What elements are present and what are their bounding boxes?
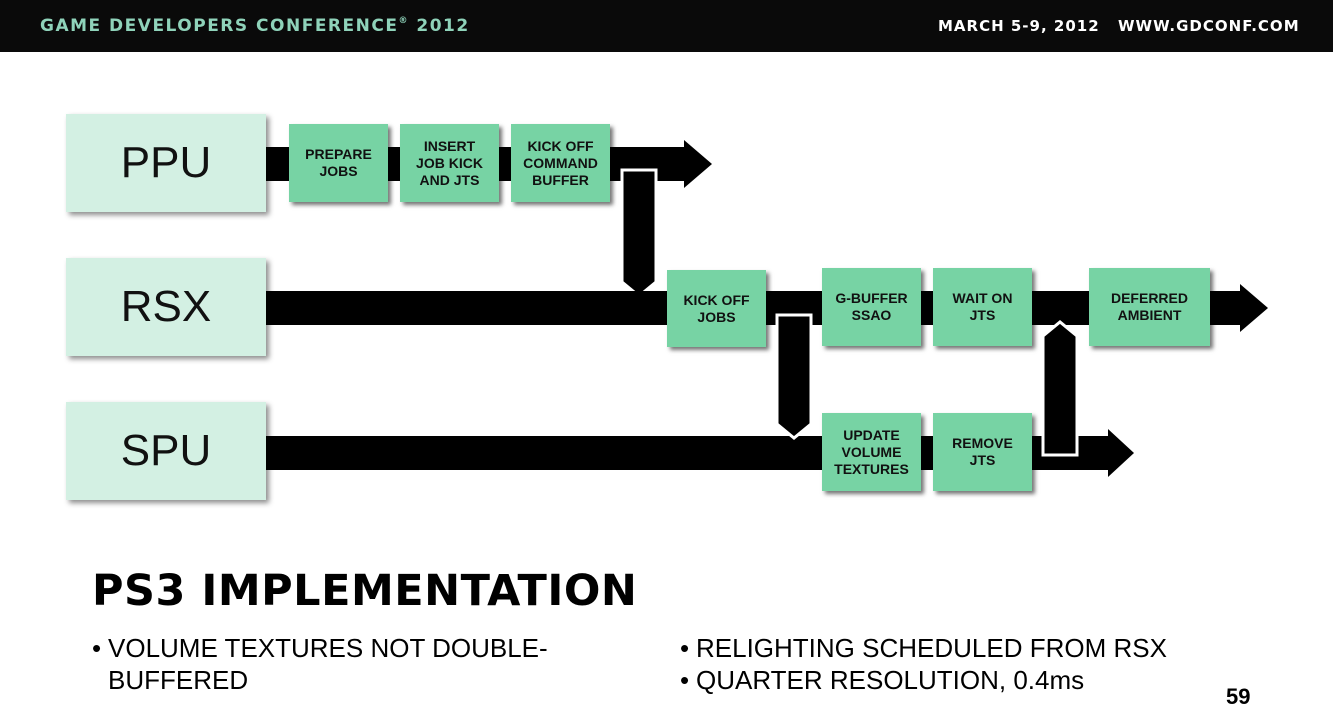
- lane-spu: SPU: [66, 402, 266, 500]
- conference-year: 2012: [416, 16, 470, 36]
- bullet-marker: •: [680, 633, 690, 663]
- page-number: 59: [1226, 684, 1251, 709]
- task-remove-jts: REMOVE JTS: [933, 413, 1032, 491]
- bullet-left: • VOLUME TEXTURES NOT DOUBLE- BUFFERED: [92, 632, 548, 696]
- conference-header-bar: GAME DEVELOPERS CONFERENCE® 2012 MARCH 5…: [0, 0, 1333, 52]
- lane-rsx: RSX: [66, 258, 266, 356]
- bullet-left-line-2: BUFFERED: [108, 665, 249, 695]
- ppu-to-rsx-connector: [620, 168, 658, 298]
- task-kick-off-command-buffer: KICK OFF COMMAND BUFFER: [511, 124, 610, 202]
- conference-dates: MARCH 5-9, 2012: [938, 17, 1100, 35]
- task-prepare-jobs: PREPARE JOBS: [289, 124, 388, 202]
- bullet-right-2: • QUARTER RESOLUTION, 0.4ms: [680, 664, 1085, 696]
- bullet-right-text-1: RELIGHTING SCHEDULED FROM RSX: [696, 633, 1167, 663]
- task-insert-job-kick: INSERT JOB KICK AND JTS: [400, 124, 499, 202]
- conference-url: WWW.GDCONF.COM: [1118, 17, 1300, 35]
- task-deferred-ambient: DEFERRED AMBIENT: [1089, 268, 1210, 346]
- task-gbuffer-ssao: G-BUFFER SSAO: [822, 268, 921, 346]
- task-kick-off-jobs: KICK OFF JOBS: [667, 270, 766, 347]
- conference-title: GAME DEVELOPERS CONFERENCE® 2012: [40, 16, 470, 36]
- slide-title: PS3 IMPLEMENTATION: [92, 566, 638, 616]
- bullet-right-1: • RELIGHTING SCHEDULED FROM RSX: [680, 632, 1167, 664]
- bullet-left-line-1: VOLUME TEXTURES NOT DOUBLE-: [108, 633, 548, 663]
- bullet-marker: •: [680, 665, 690, 695]
- rsx-to-spu-connector: [775, 313, 813, 440]
- rsx-arrow-head: [1240, 284, 1268, 332]
- ppu-arrow-head: [684, 140, 712, 188]
- registered-mark: ®: [398, 16, 409, 26]
- spu-to-rsx-connector: [1041, 320, 1079, 457]
- lane-ppu: PPU: [66, 114, 266, 212]
- task-wait-on-jts: WAIT ON JTS: [933, 268, 1032, 346]
- bullet-marker: •: [92, 633, 102, 663]
- task-update-volume-textures: UPDATE VOLUME TEXTURES: [822, 413, 921, 491]
- spu-arrow-head: [1108, 429, 1134, 477]
- conference-name: GAME DEVELOPERS CONFERENCE: [40, 16, 399, 36]
- bullet-right-text-2: QUARTER RESOLUTION, 0.4ms: [696, 665, 1085, 695]
